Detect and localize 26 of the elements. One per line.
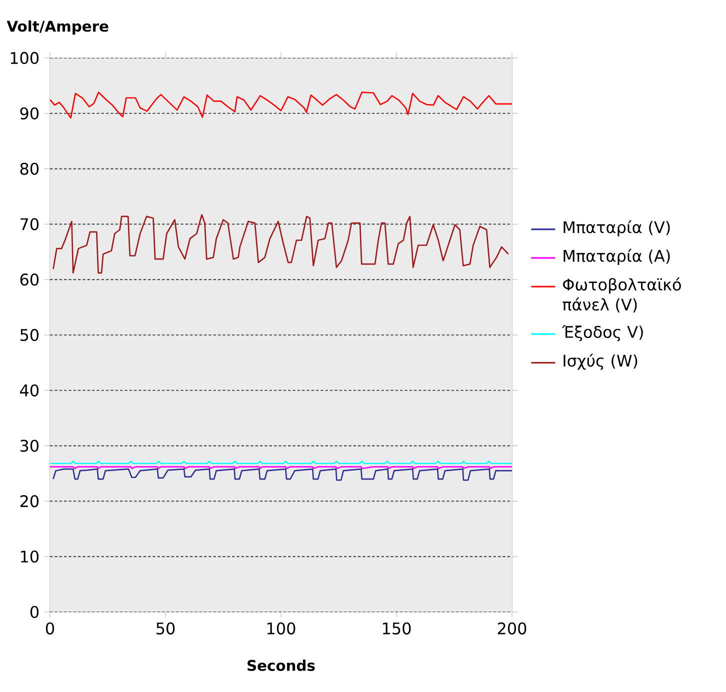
y-axis-title: Volt/Ampere	[6, 20, 108, 35]
y-tick-label: 100	[10, 52, 39, 64]
y-tick-label: 10	[21, 550, 39, 563]
y-tick-label: 20	[20, 495, 39, 508]
y-tick-label: 30	[20, 440, 39, 452]
y-tick-label: 70	[20, 218, 39, 230]
x-tick-label: 150	[382, 622, 411, 634]
line-series	[50, 92, 512, 118]
y-tick-label: 0	[30, 606, 39, 618]
legend-label: Φωτοβολταϊκό πάνελ (V)	[562, 278, 681, 312]
legend-label: Ισχύς (W)	[564, 354, 638, 370]
x-tick-label: 200	[498, 622, 526, 634]
x-axis-title: Seconds	[248, 660, 315, 671]
legend-label: Έξοδος V)	[562, 325, 643, 342]
x-tick-label: 100	[267, 622, 296, 634]
legend-label: Μπαταρία (A)	[564, 248, 670, 266]
y-tick-label: 90	[20, 107, 39, 120]
legend-label: Μπαταρία (V)	[564, 220, 670, 236]
y-tick-label: 80	[20, 162, 39, 175]
y-tick-label: 40	[20, 384, 39, 396]
line-series	[52, 468, 512, 481]
y-tick-label: 50	[20, 328, 39, 342]
x-tick-label: 50	[156, 622, 175, 634]
y-tick-label: 60	[20, 274, 39, 286]
line-series	[52, 214, 509, 274]
x-tick-label: 0	[46, 622, 54, 634]
